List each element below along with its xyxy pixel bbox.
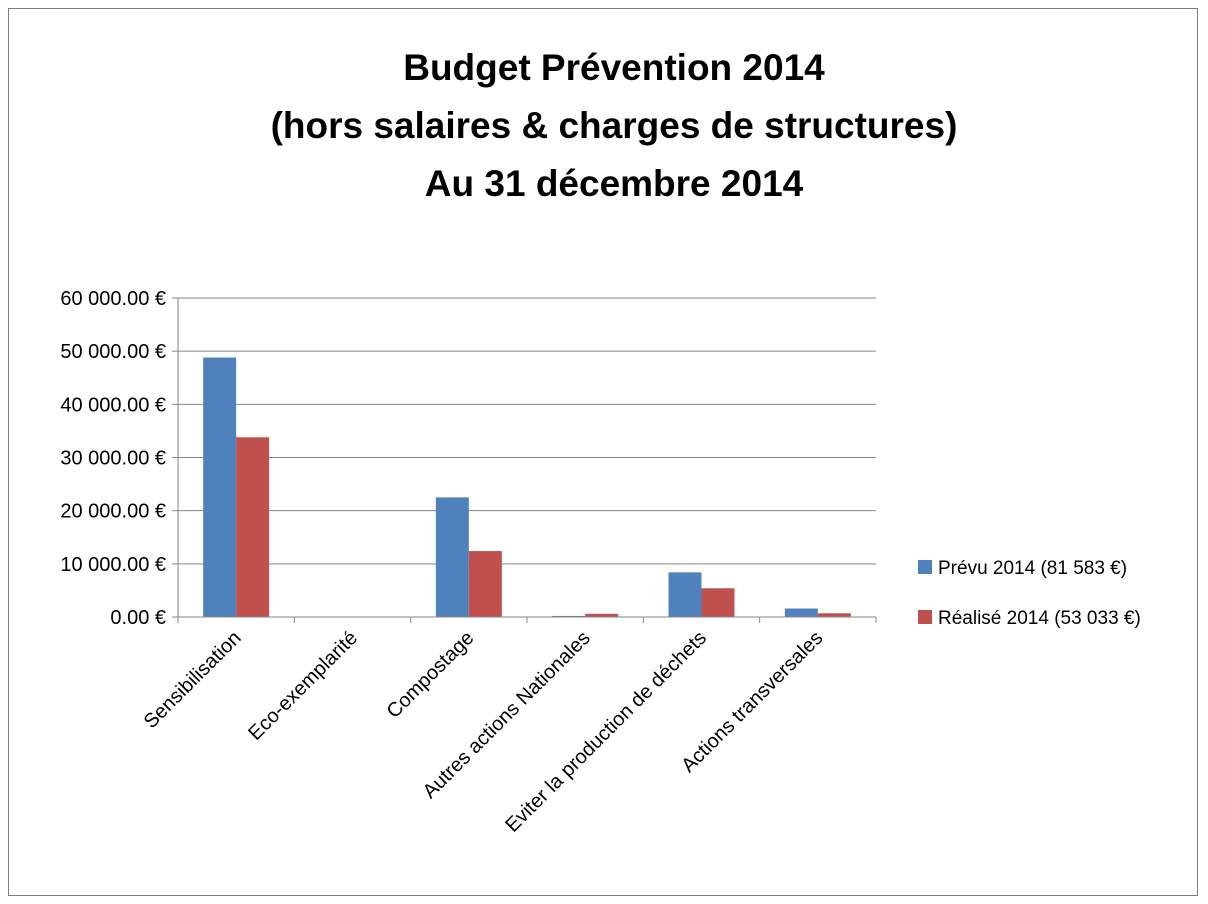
chart-title-line-2: (hors salaires & charges de structures) (271, 105, 958, 146)
y-tick-label: 10 000.00 € (60, 554, 166, 576)
bars (203, 357, 851, 617)
legend-label: Réalisé 2014 (53 033 €) (938, 608, 1141, 629)
gridlines (178, 297, 876, 565)
y-tick-label: 30 000.00 € (60, 448, 166, 470)
chart-title: Budget Prévention 2014 (hors salaires & … (271, 47, 958, 204)
x-tick-label: Eco-exemplarité (244, 627, 362, 745)
legend-label: Prévu 2014 (81 583 €) (938, 558, 1127, 579)
chart-title-line-1: Budget Prévention 2014 (403, 47, 825, 88)
x-tick-label: Eviter la production de déchets (501, 627, 711, 837)
x-tick-label: Compostage (383, 627, 479, 723)
bar (585, 613, 619, 617)
bar (435, 497, 469, 617)
legend-swatch (918, 560, 932, 574)
bar (468, 551, 502, 617)
y-tick-label: 40 000.00 € (60, 394, 166, 416)
bar (817, 613, 851, 617)
legend-swatch (918, 610, 932, 624)
bar (552, 615, 586, 617)
bar (236, 437, 270, 617)
legend: Prévu 2014 (81 583 €) Réalisé 2014 (53 03… (918, 558, 1141, 629)
bar (701, 588, 735, 617)
y-tick-label: 60 000.00 € (60, 288, 166, 310)
y-tick-label: 20 000.00 € (60, 501, 166, 523)
y-tick-label: 50 000.00 € (60, 341, 166, 363)
bar (203, 357, 237, 617)
bar (668, 572, 702, 617)
bar (784, 608, 818, 617)
axes (172, 297, 877, 623)
chart-title-line-3: Au 31 décembre 2014 (425, 163, 804, 204)
y-tick-label: 0.00 € (110, 607, 166, 629)
x-tick-label: Sensibilisation (140, 627, 246, 733)
y-tick-labels: 0.00 € 10 000.00 € 20 000.00 € 30 000.00 € 4… (60, 288, 166, 629)
